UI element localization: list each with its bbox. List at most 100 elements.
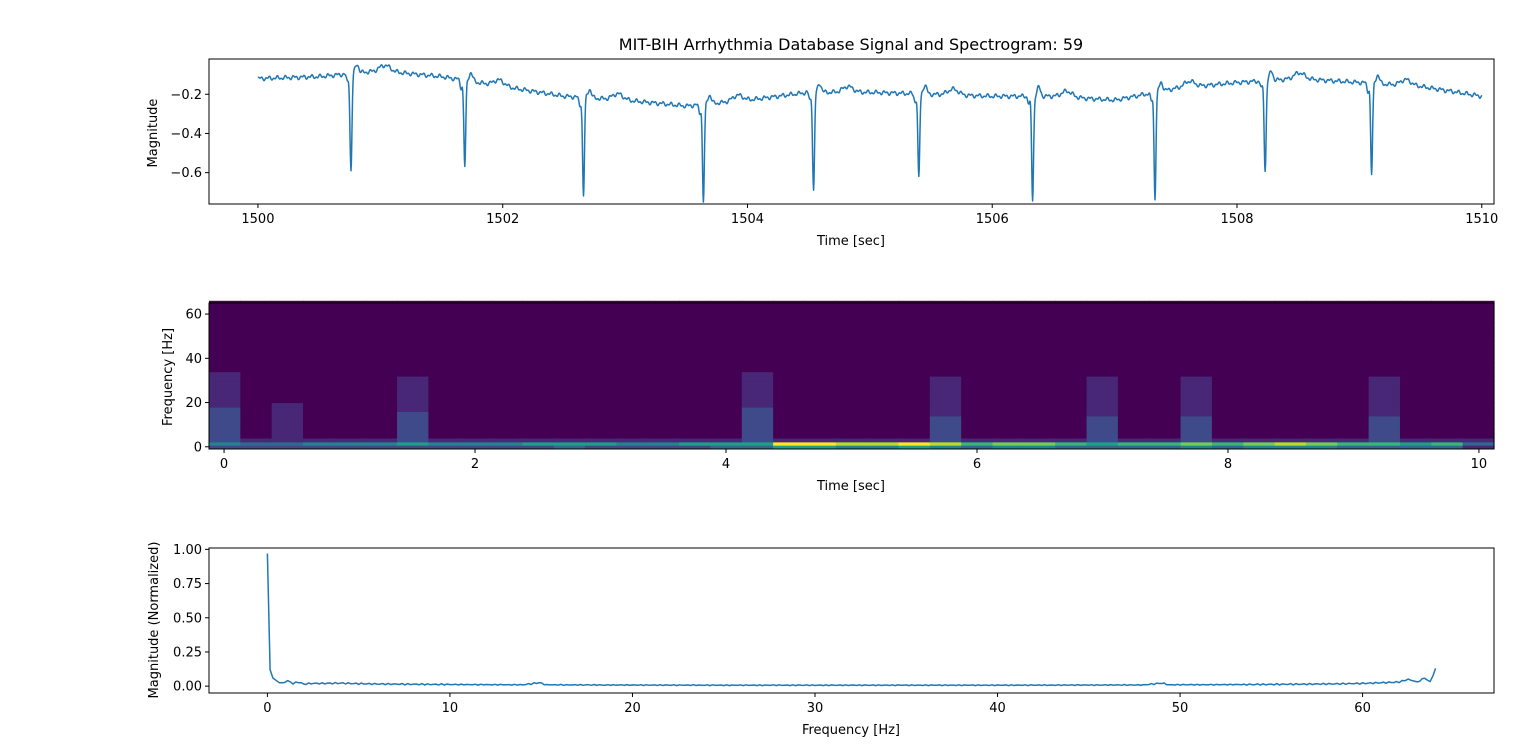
spectrogram-cell: [773, 437, 806, 443]
spectrogram-cell: [365, 406, 398, 412]
spectrogram-cell: [1086, 358, 1119, 364]
spectrogram-cell: [710, 318, 743, 324]
spectrogram-cell: [647, 437, 680, 443]
spectrogram-cell: [1368, 305, 1401, 311]
spectrogram-cell: [1023, 345, 1056, 351]
spectrogram-cell: [585, 349, 618, 355]
spectrogram-cell: [1023, 384, 1056, 390]
spectrogram-cell: [679, 362, 712, 368]
spectrogram-cell: [1399, 322, 1432, 328]
spectrogram-cell: [898, 424, 931, 430]
spectrogram-cell: [1023, 340, 1056, 346]
spectrogram-cell: [741, 353, 774, 359]
spectrogram-cell: [459, 420, 492, 426]
spectrogram-cell: [334, 362, 367, 368]
spectrogram-cell: [1337, 309, 1370, 315]
spectrogram-cell: [585, 442, 618, 447]
spectrogram-cell: [1305, 445, 1338, 449]
spectrogram-cell: [1149, 411, 1182, 417]
spectrogram-cell: [773, 402, 806, 408]
spectrogram-cell: [553, 433, 586, 439]
spectrogram-cell: [804, 358, 837, 364]
spectrogram-cell: [303, 384, 335, 390]
spectrogram-cell: [1274, 437, 1307, 443]
spectrogram-cell: [271, 371, 304, 377]
spectrogram-cell: [428, 322, 461, 328]
spectrogram-ytick-label: 60: [185, 308, 202, 323]
spectrogram-xtick-label: 6: [973, 457, 981, 472]
spectrogram-cell: [1243, 358, 1276, 364]
spectrogram-cell: [804, 340, 837, 346]
spectrogram-cell: [491, 353, 524, 359]
spectrogram-cell: [459, 393, 492, 399]
spectrogram-cell: [522, 424, 555, 430]
spectrogram-cell: [1180, 305, 1213, 311]
spectrum-plot-area: [266, 553, 1437, 687]
spectrogram-cell: [334, 433, 367, 439]
spectrogram-cell: [835, 331, 868, 337]
spectrogram-cell: [1368, 420, 1401, 426]
spectrogram-cell: [679, 437, 712, 443]
spectrogram-cell: [240, 349, 273, 355]
spectrogram-cell: [961, 322, 994, 328]
spectrogram-cell: [1023, 420, 1056, 426]
spectrogram-cell: [1462, 429, 1495, 435]
spectrogram-cell: [365, 429, 398, 435]
spectrogram-cell: [209, 318, 241, 324]
spectrogram-cell: [835, 424, 868, 430]
spectrogram-cell: [428, 384, 461, 390]
spectrogram-cell: [1274, 305, 1307, 311]
spectrogram-cell: [397, 398, 429, 404]
spectrogram-cell: [1086, 376, 1119, 382]
spectrogram-cell: [835, 411, 868, 417]
spectrum-xlabel: Frequency [Hz]: [802, 723, 900, 738]
spectrogram-cell: [240, 362, 273, 368]
spectrogram-cell: [334, 393, 367, 399]
spectrogram-cell: [867, 349, 900, 355]
spectrogram-cell: [1274, 415, 1307, 421]
spectrogram-cell: [303, 371, 335, 377]
spectrogram-cell: [773, 411, 806, 417]
spectrogram-cell: [992, 367, 1025, 373]
spectrum-xtick-label: 10: [442, 701, 459, 716]
spectrogram-cell: [1243, 305, 1276, 311]
spectrogram-cell: [647, 340, 680, 346]
spectrogram-cell: [867, 358, 900, 364]
spectrogram-cell: [616, 353, 649, 359]
spectrogram-cell: [679, 318, 712, 324]
spectrogram-cell: [773, 415, 806, 421]
spectrogram-cell: [271, 314, 304, 320]
spectrogram-cell: [961, 371, 994, 377]
spectrogram-cell: [522, 314, 555, 320]
signal-xtick-label: 1500: [241, 212, 274, 227]
spectrogram-cell: [1211, 336, 1244, 342]
spectrogram-cell: [992, 353, 1025, 359]
spectrogram-cell: [303, 398, 335, 404]
spectrogram-cell: [585, 433, 618, 439]
spectrogram-cell: [1368, 402, 1401, 408]
spectrogram-cell: [334, 322, 367, 328]
spectrogram-cell: [710, 327, 743, 333]
spectrogram-cell: [992, 445, 1025, 449]
spectrogram-cell: [271, 384, 304, 390]
spectrogram-cell: [365, 362, 398, 368]
spectrogram-cell: [1023, 406, 1056, 412]
spectrogram-cell: [1211, 318, 1244, 324]
spectrogram-cell: [1023, 371, 1056, 377]
spectrogram-cell: [804, 305, 837, 311]
spectrogram-cell: [1117, 445, 1150, 449]
spectrogram-cell: [428, 305, 461, 311]
spectrogram-cell: [679, 309, 712, 315]
spectrogram-cell: [835, 327, 868, 333]
spectrogram-cell: [867, 415, 900, 421]
spectrogram-cell: [240, 327, 273, 333]
spectrogram-cell: [1117, 384, 1150, 390]
spectrum-xtick-label: 20: [624, 701, 641, 716]
spectrogram-cell: [1180, 371, 1213, 377]
spectrogram-cell: [1462, 389, 1495, 395]
spectrogram-cell: [898, 340, 931, 346]
spectrogram-cell: [647, 322, 680, 328]
spectrogram-cell: [1243, 376, 1276, 382]
spectrogram-cell: [804, 433, 837, 439]
spectrogram-cell: [1117, 406, 1150, 412]
